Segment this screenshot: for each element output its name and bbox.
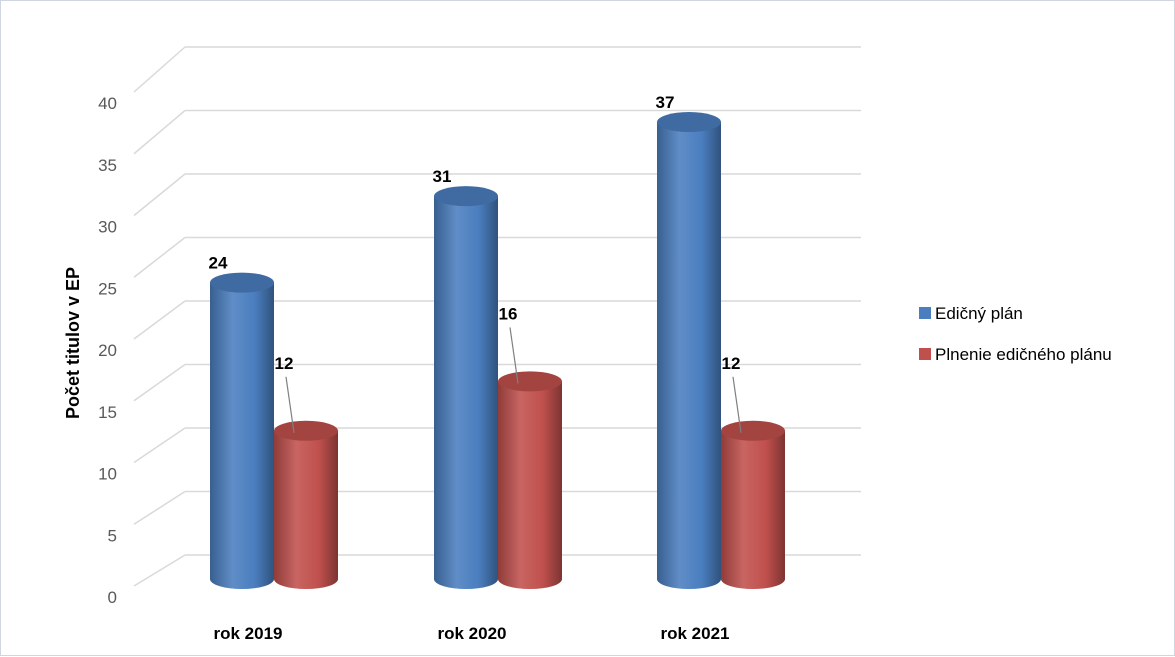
y-tick-label: 15 [98,403,117,422]
data-label: 37 [656,93,675,112]
gridline-side [133,236,186,278]
gridline-side [133,173,186,217]
gridline-side [133,427,186,464]
y-axis-title: Počet titulov v EP [63,267,83,419]
bar-plnenie-1 [274,420,338,589]
data-label: 16 [499,304,518,323]
y-tick-label: 25 [98,279,117,298]
leader-line [509,327,519,384]
y-tick-label: 35 [98,156,117,175]
x-category-label: rok 2019 [214,624,283,643]
gridline-side [133,554,186,587]
y-tick-label: 0 [108,588,117,607]
bar-edicny-plan-3 [657,112,721,590]
bars [210,112,785,590]
legend-label: Edičný plán [935,304,1023,323]
y-tick-label: 10 [98,465,117,484]
data-label: 24 [209,254,228,273]
data-label: 12 [275,354,294,373]
data-label: 12 [722,354,741,373]
bar-edicny-plan-1 [210,272,274,589]
x-category-label: rok 2021 [661,624,730,643]
label-leader-lines [285,327,742,433]
leader-line [285,376,295,433]
gridline-side [133,363,186,402]
x-category-label: rok 2020 [438,624,507,643]
y-tick-label: 20 [98,341,117,360]
x-axis-categories: rok 2019 rok 2020 rok 2021 [214,624,730,643]
legend-swatch [919,348,931,360]
y-tick-label: 40 [98,94,117,113]
data-labels: 24 12 31 16 37 12 [209,93,741,373]
y-axis-ticks: 0 5 10 15 20 25 30 35 40 [98,94,117,607]
gridline-side [133,109,186,155]
bar-edicny-plan-2 [434,186,498,589]
gridline-side [133,46,186,93]
bar-plnenie-3 [721,420,785,589]
y-tick-label: 5 [108,526,117,545]
bar-plnenie-2 [498,371,562,589]
data-label: 31 [433,167,452,186]
legend: Edičný plán Plnenie edičného plánu [919,304,1112,364]
leader-line [732,376,742,433]
legend-swatch [919,307,931,319]
legend-label: Plnenie edičného plánu [935,345,1112,364]
y-tick-label: 30 [98,218,117,237]
gridline-side [133,490,186,525]
gridline-side [133,300,186,340]
